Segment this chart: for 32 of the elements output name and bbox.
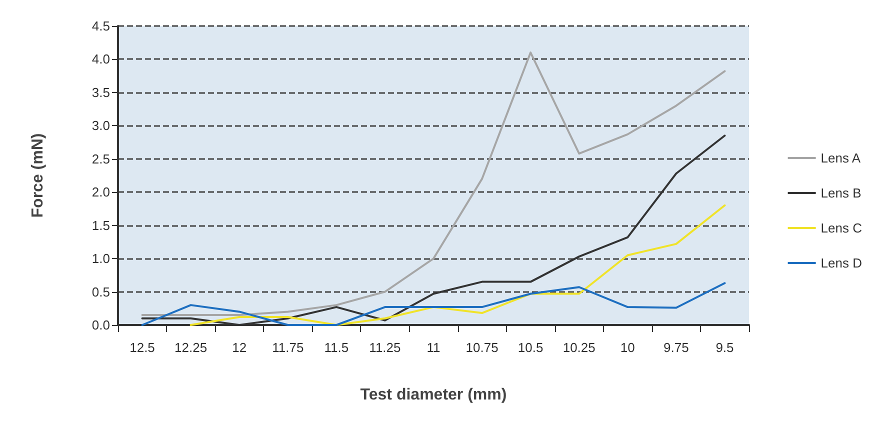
legend-label: Lens D: [820, 256, 862, 270]
y-tick-label: 3.0: [92, 118, 110, 134]
line-series: [141, 282, 726, 326]
x-tick-label: 11.25: [369, 340, 401, 355]
x-tick-label: 12.5: [130, 340, 155, 355]
x-tick-label: 10.5: [518, 340, 544, 355]
x-tick-label: 9.75: [664, 340, 689, 355]
y-tick-label: 4.5: [92, 18, 110, 34]
legend-label: Lens B: [820, 186, 862, 200]
line-series: [141, 52, 726, 316]
y-tick-label: 1.5: [92, 218, 110, 233]
y-tick-label: 4.0: [92, 52, 110, 67]
y-tick-label: 2.5: [92, 151, 110, 166]
y-tick-label: 0.0: [92, 318, 110, 332]
x-tick-label: 10: [620, 340, 635, 355]
x-tick-label: 9.5: [716, 340, 734, 355]
x-tick-label: 10.25: [562, 340, 596, 355]
y-tick-label: 1.0: [92, 251, 110, 266]
legend-label: Lens A: [820, 150, 861, 166]
x-axis-title: Test diameter (mm): [360, 386, 507, 404]
x-tick-label: 11.5: [324, 340, 349, 355]
y-tick-label: 2.0: [92, 184, 110, 200]
x-tick-label: 12: [232, 340, 247, 355]
x-tick-label: 11.75: [272, 340, 304, 355]
x-tick-label: 12.25: [174, 340, 208, 355]
y-tick-label: 3.5: [92, 84, 110, 100]
x-tick-label: 10.75: [466, 340, 498, 355]
x-tick-label: 11: [426, 340, 440, 355]
line-series: [190, 204, 726, 326]
y-tick-label: 0.5: [92, 284, 110, 300]
legend-label: Lens C: [820, 220, 862, 236]
y-axis-title: Force (mN): [30, 133, 46, 218]
